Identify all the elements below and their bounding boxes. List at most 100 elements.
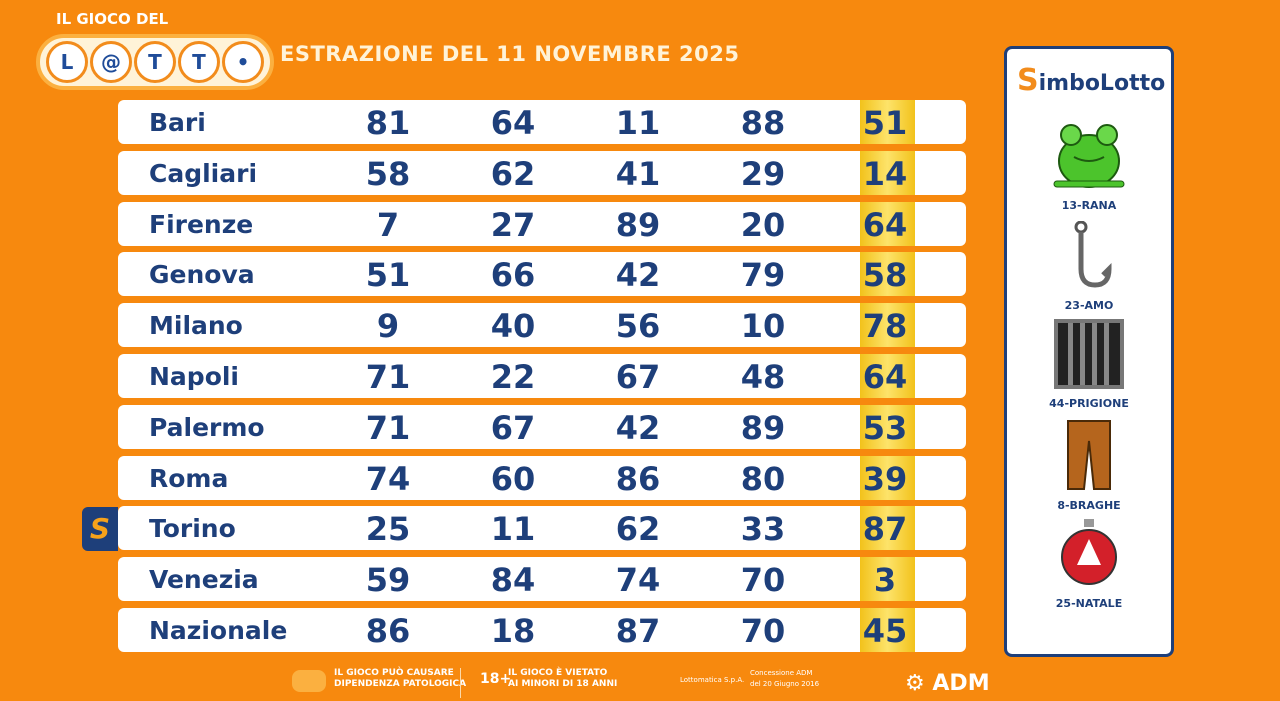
drawn-number: 22 [490,358,536,396]
logo-ball: L [46,41,88,83]
drawn-number: 51 [862,104,908,142]
drawn-number: 78 [862,307,908,346]
drawn-number: 60 [490,459,536,498]
age-badge: 18+ [480,671,512,687]
drawn-number: 27 [490,205,536,244]
drawn-number: 87 [862,510,908,549]
drawn-number: 10 [740,307,786,346]
drawn-number: 66 [490,256,536,295]
drawn-number: 45 [862,612,908,650]
drawn-number: 71 [365,358,411,396]
drawn-number: 87 [615,612,661,650]
drawn-number: 41 [615,154,661,193]
drawn-number: 62 [615,510,661,549]
logo-subtitle: IL GIOCO DEL [56,10,169,28]
result-row: Torino 25 11 62 33 87 [118,506,966,551]
drawn-number: 11 [615,104,661,142]
adm-logo: ⚙ ADM [905,671,990,696]
page-title: ESTRAZIONE DEL 11 NOVEMBRE 2025 [280,42,740,66]
drawn-number: 7 [376,205,400,244]
symbol-label: 25-NATALE [1055,597,1123,610]
drawn-number: 42 [615,408,661,447]
drawn-number: 89 [740,408,786,447]
highlight-band [860,201,915,246]
logo-ball: T [178,41,220,83]
result-row: Cagliari 58 62 41 29 14 [118,150,966,195]
drawn-number: 89 [615,205,661,244]
highlight-band [860,252,915,297]
city-name: Palermo [149,412,265,442]
drawn-number: 25 [365,510,411,549]
drawn-number: 84 [490,561,536,600]
logo-swirl-icon: @ [90,41,132,83]
highlight-band [860,506,915,551]
hook-icon [1074,220,1112,288]
symbol-label: 13-RANA [1061,199,1117,212]
simbolotto-logo: SimboLotto [1017,63,1166,98]
drawn-number: 70 [740,561,786,600]
emblem-icon: ⚙ [905,671,925,696]
christmas-ornament-icon [1061,519,1117,585]
highlight-band [860,404,915,449]
drawn-number: 74 [615,561,661,600]
symbol-label: 8-BRAGHE [1057,499,1121,512]
symbol-label: 23-AMO [1064,299,1114,312]
drawn-number: 53 [862,408,908,447]
drawn-number: 29 [740,154,786,193]
footer-minors-warning: IL GIOCO È VIETATO AI MINORI DI 18 ANNI [508,668,618,689]
city-name: Nazionale [149,616,288,645]
highlight-band [860,455,915,500]
trousers-icon [1067,420,1111,490]
drawn-number: 62 [490,154,536,193]
drawn-number: 18 [490,612,536,650]
symbol-natale: 25-NATALE [1007,517,1171,610]
city-name: Bari [149,108,206,137]
footer-divider [460,668,461,698]
logo-ball: T [134,41,176,83]
city-name: Roma [149,463,229,493]
drawn-number: 79 [740,256,786,295]
city-name: Genova [149,260,255,290]
symbol-prigione: 44-PRIGIONE [1007,319,1171,410]
drawn-number: 67 [615,358,661,396]
result-row: Firenze 7 27 89 20 64 [118,201,966,246]
drawn-number: 86 [615,459,661,498]
symbol-braghe: 8-BRAGHE [1007,419,1171,512]
drawn-number: 14 [862,154,908,193]
symbol-amo: 23-AMO [1007,220,1171,312]
city-name: Cagliari [149,158,258,188]
result-row: Genova 51 66 42 79 58 [118,252,966,297]
result-row: Venezia 59 84 74 70 3 [118,557,966,602]
city-name: Milano [149,311,243,341]
lotto-logo: IL GIOCO DEL L @ T T • [36,8,274,90]
drawn-number: 64 [862,358,908,396]
simbolotto-badge: S [82,507,118,551]
drawn-number: 58 [862,256,908,295]
drawn-number: 58 [365,154,411,193]
symbol-label: 44-PRIGIONE [1049,397,1129,410]
drawn-number: 51 [365,256,411,295]
drawn-number: 9 [376,307,400,346]
drawn-number: 40 [490,307,536,346]
footer-gambling-warning: IL GIOCO PUÒ CAUSARE DIPENDENZA PATOLOGIC… [292,668,466,692]
highlight-band [860,303,915,348]
city-name: Torino [149,514,236,544]
frog-icon [1053,124,1125,188]
highlight-band [860,557,915,602]
result-row: Napoli 71 22 67 48 64 [118,354,966,398]
prison-bars-icon [1054,319,1124,389]
drawn-number: 11 [490,510,536,549]
footer-company: Lottomatica S.p.A. [680,676,745,684]
highlight-band [860,608,915,652]
drawn-number: 33 [740,510,786,549]
logo-ball: • [222,41,264,83]
highlight-band [860,100,915,144]
drawn-number: 74 [365,459,411,498]
drawn-number: 80 [740,459,786,498]
drawn-number: 64 [862,205,908,244]
result-row: Milano 9 40 56 10 78 [118,303,966,348]
drawn-number: 64 [490,104,536,142]
drawn-number: 81 [365,104,411,142]
city-name: Napoli [149,362,240,391]
footer-concession: Concessione ADM del 20 Giugno 2016 [750,669,820,688]
